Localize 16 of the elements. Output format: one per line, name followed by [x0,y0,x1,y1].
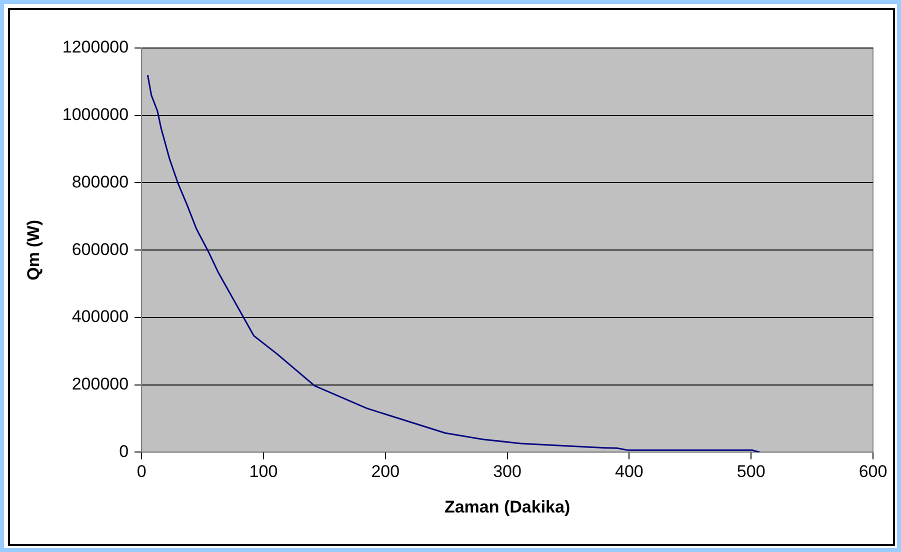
y-tick-label: 600000 [72,240,129,259]
x-tick-label: 400 [615,462,644,482]
y-tick-label: 400000 [72,307,129,326]
x-tick-label: 600 [858,462,888,482]
y-tick-label: 1000000 [62,105,129,124]
y-axis-title: Qm (W) [24,220,43,280]
x-tick-label: 0 [136,462,146,482]
x-tick-label: 200 [371,462,400,482]
x-tick-label: 500 [736,462,766,482]
y-tick-label: 0 [119,442,129,461]
y-tick-label: 200000 [72,374,129,394]
x-tick-label: 300 [493,462,522,482]
x-tick-label: 100 [249,462,278,482]
x-axis-title: Zaman (Dakika) [444,497,570,516]
y-tick-label: 800000 [72,172,129,192]
y-tick-label: 1200000 [62,38,129,57]
